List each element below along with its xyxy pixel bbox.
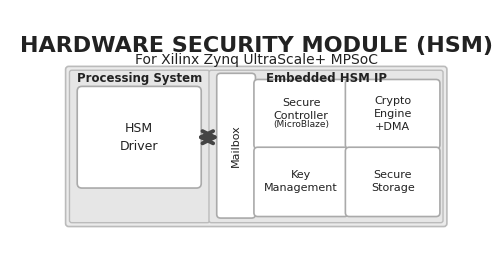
FancyBboxPatch shape: [346, 147, 440, 216]
FancyBboxPatch shape: [216, 73, 256, 218]
FancyBboxPatch shape: [254, 79, 348, 149]
Text: Key
Management: Key Management: [264, 170, 338, 194]
FancyBboxPatch shape: [70, 70, 210, 223]
Text: HSM
Driver: HSM Driver: [120, 122, 158, 153]
FancyBboxPatch shape: [209, 70, 443, 223]
Text: Processing System: Processing System: [76, 72, 202, 85]
Text: Mailbox: Mailbox: [231, 124, 241, 167]
FancyBboxPatch shape: [77, 86, 201, 188]
FancyBboxPatch shape: [254, 147, 348, 216]
FancyBboxPatch shape: [66, 66, 447, 227]
Text: For Xilinx Zynq UltraScale+ MPSoC: For Xilinx Zynq UltraScale+ MPSoC: [135, 53, 378, 67]
FancyBboxPatch shape: [346, 79, 440, 149]
Text: Secure
Storage: Secure Storage: [371, 170, 414, 194]
Text: HARDWARE SECURITY MODULE (HSM): HARDWARE SECURITY MODULE (HSM): [20, 36, 493, 56]
Text: Embedded HSM IP: Embedded HSM IP: [266, 72, 386, 85]
Text: Secure
Controller: Secure Controller: [274, 98, 328, 121]
Text: (MicroBlaze): (MicroBlaze): [273, 120, 329, 130]
Text: Crypto
Engine
+DMA: Crypto Engine +DMA: [374, 96, 412, 132]
